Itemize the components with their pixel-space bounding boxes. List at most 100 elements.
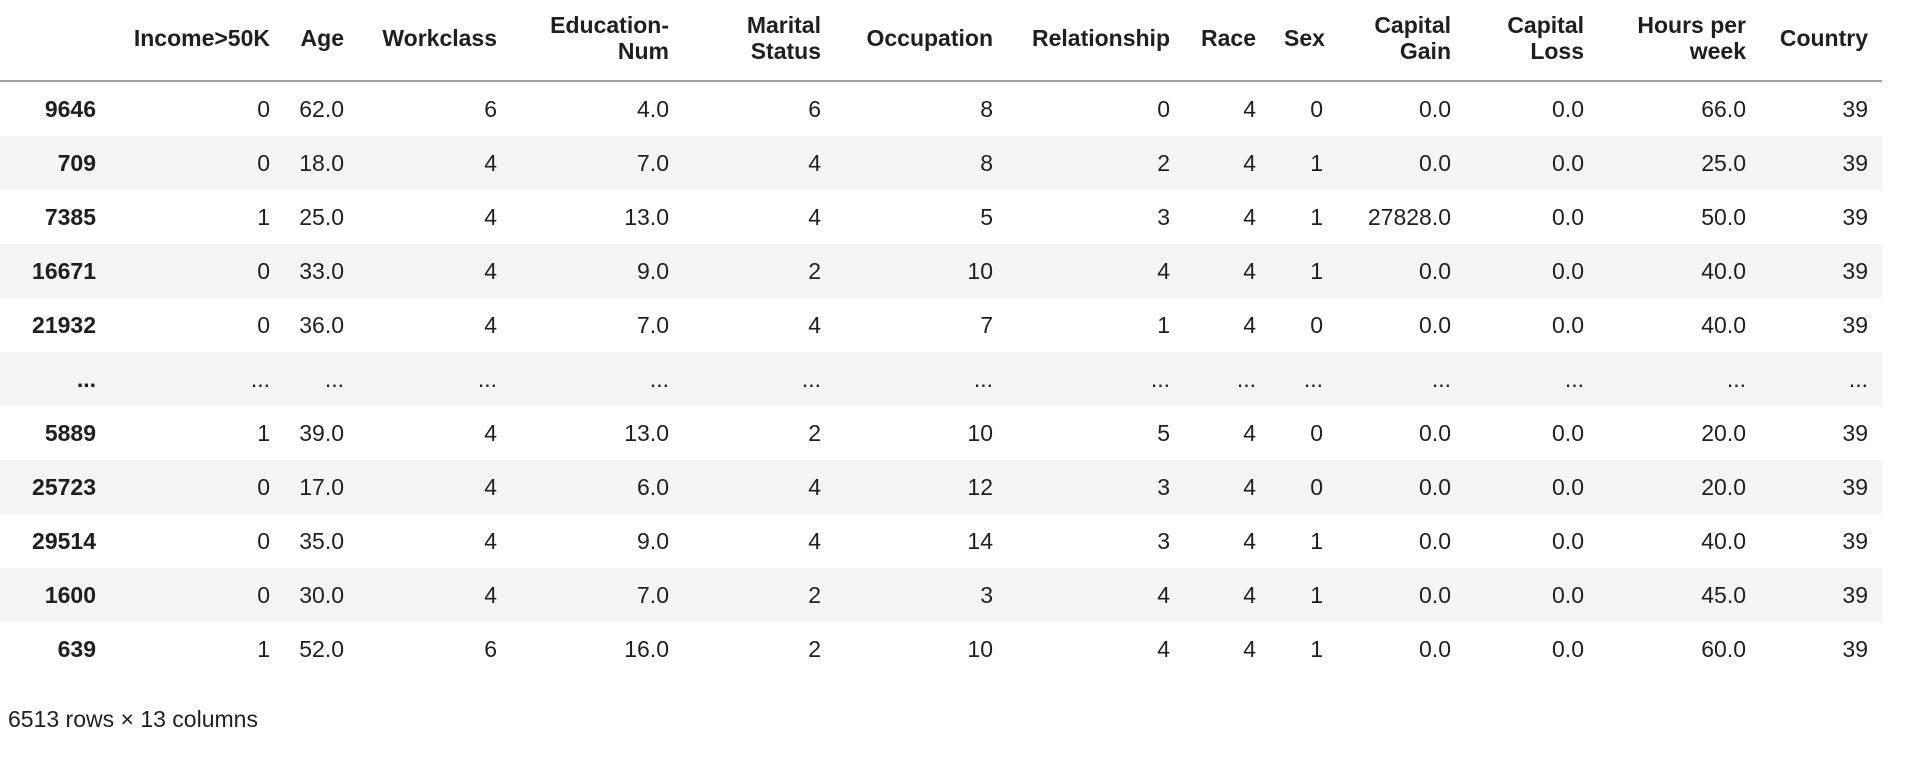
cell: 17.0 [299, 474, 344, 500]
cell: 1 [1310, 150, 1323, 176]
row-index: 639 [57, 636, 96, 662]
cell: 0 [257, 312, 270, 338]
cell: 12 [967, 474, 993, 500]
table-row: 21932 0 36.0 4 7.0 4 7 1 4 0 0.0 0.0 40.0 39 [0, 298, 1882, 352]
cell: 5 [980, 204, 993, 230]
cell: ... [324, 366, 344, 392]
cell: 0 [1157, 96, 1170, 122]
cell: 4 [1243, 96, 1256, 122]
row-index: 21932 [32, 312, 96, 338]
cell: 0 [257, 474, 270, 500]
cell: 0.0 [1552, 528, 1584, 554]
cell: ... [477, 366, 497, 392]
column-header: Income>50K [100, 0, 284, 82]
table-row: 29514 0 35.0 4 9.0 4 14 3 4 1 0.0 0.0 40.0 39 [0, 514, 1882, 568]
cell: 0.0 [1419, 312, 1451, 338]
cell: 40.0 [1701, 528, 1746, 554]
column-header: Race [1184, 0, 1270, 82]
cell: 0 [257, 582, 270, 608]
cell: 0.0 [1419, 150, 1451, 176]
cell: 0 [1310, 420, 1323, 446]
cell: ... [1431, 366, 1451, 392]
cell: 4 [484, 150, 497, 176]
cell: 39 [1842, 474, 1868, 500]
cell: 4 [484, 258, 497, 284]
cell: 3 [1157, 474, 1170, 500]
cell: 2 [808, 582, 821, 608]
cell: ... [250, 366, 270, 392]
cell: 14 [967, 528, 993, 554]
table-row: 7385 1 25.0 4 13.0 4 5 3 4 1 27828.0 0.0 50.0 39 [0, 190, 1882, 244]
row-index: 1600 [44, 582, 96, 608]
cell: 13.0 [624, 204, 669, 230]
row-index: 29514 [32, 528, 96, 554]
table-row: ........................................… [0, 352, 1882, 406]
cell: 7.0 [637, 582, 669, 608]
cell: 0.0 [1552, 636, 1584, 662]
cell: 0 [1310, 312, 1323, 338]
cell: 4 [484, 474, 497, 500]
cell: 8 [980, 150, 993, 176]
cell: 39 [1842, 420, 1868, 446]
cell: 5 [1157, 420, 1170, 446]
cell: 7.0 [637, 312, 669, 338]
cell: 1 [1310, 204, 1323, 230]
cell: 1 [1157, 312, 1170, 338]
cell: 4 [808, 474, 821, 500]
cell: 36.0 [299, 312, 344, 338]
row-index: 7385 [44, 204, 96, 230]
cell: 10 [967, 258, 993, 284]
cell: 33.0 [299, 258, 344, 284]
cell: 4 [1243, 204, 1256, 230]
table-row: 1600 0 30.0 4 7.0 2 3 4 4 1 0.0 0.0 45.0 39 [0, 568, 1882, 622]
row-index: 16671 [32, 258, 96, 284]
cell: 1 [257, 204, 270, 230]
cell: 2 [808, 636, 821, 662]
cell: 50.0 [1701, 204, 1746, 230]
cell: 4 [1243, 312, 1256, 338]
cell: 0.0 [1552, 312, 1584, 338]
row-index: ... [76, 366, 96, 392]
column-header: Country [1760, 0, 1882, 82]
cell: 1 [257, 636, 270, 662]
column-header: Education-Num [511, 0, 683, 82]
cell: 0.0 [1552, 258, 1584, 284]
cell: 0.0 [1419, 582, 1451, 608]
cell: ... [1848, 366, 1868, 392]
cell: 60.0 [1701, 636, 1746, 662]
cell: 39 [1842, 582, 1868, 608]
cell: 27828.0 [1367, 204, 1451, 230]
cell: 39 [1842, 636, 1868, 662]
table-row: 639 1 52.0 6 16.0 2 10 4 4 1 0.0 0.0 60.0 39 [0, 622, 1882, 676]
cell: 16.0 [624, 636, 669, 662]
index-corner-header [0, 0, 100, 82]
header-row: Income>50K Age Workclass Education-Num Marit… [0, 0, 1882, 82]
table-row: 709 0 18.0 4 7.0 4 8 2 4 1 0.0 0.0 25.0 39 [0, 136, 1882, 190]
cell: 20.0 [1701, 420, 1746, 446]
cell: 39 [1842, 150, 1868, 176]
cell: 9.0 [637, 528, 669, 554]
cell: 0 [257, 528, 270, 554]
row-index: 9646 [44, 96, 96, 122]
cell: 0.0 [1552, 96, 1584, 122]
row-index: 25723 [32, 474, 96, 500]
table-row: 16671 0 33.0 4 9.0 2 10 4 4 1 0.0 0.0 40.0 39 [0, 244, 1882, 298]
cell: ... [1303, 366, 1323, 392]
cell: 39 [1842, 96, 1868, 122]
cell: 6 [484, 96, 497, 122]
row-count-summary: 6513 rows × 13 columns [8, 706, 258, 732]
cell: 4 [1157, 636, 1170, 662]
cell: 40.0 [1701, 258, 1746, 284]
cell: 4 [1243, 636, 1256, 662]
cell: 1 [257, 420, 270, 446]
cell: 0 [257, 150, 270, 176]
cell: 8 [980, 96, 993, 122]
table-row: 5889 1 39.0 4 13.0 2 10 5 4 0 0.0 0.0 20.0 39 [0, 406, 1882, 460]
cell: 3 [980, 582, 993, 608]
cell: 7 [980, 312, 993, 338]
cell: 4 [484, 312, 497, 338]
cell: 35.0 [299, 528, 344, 554]
cell: 0.0 [1419, 258, 1451, 284]
cell: 18.0 [299, 150, 344, 176]
cell: 52.0 [299, 636, 344, 662]
